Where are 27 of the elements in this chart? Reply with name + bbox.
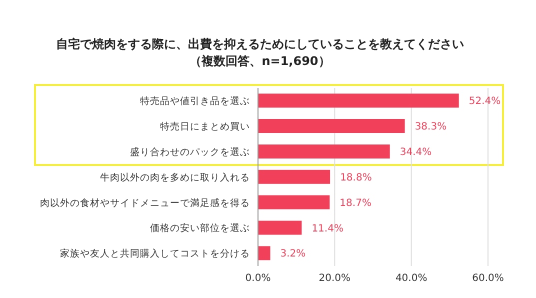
bar [258, 170, 330, 184]
x-tick-label: 20.0% [318, 273, 351, 284]
bar [258, 246, 270, 260]
chart-subtitle: （複数回答、n=1,690） [188, 53, 332, 70]
data-label: 38.3% [414, 122, 447, 133]
y-tick-label: 価格の安い部位を選ぶ [150, 222, 250, 234]
y-tick-label: 牛肉以外の肉を多めに取り入れる [100, 171, 250, 184]
bar [258, 119, 405, 134]
x-tick-label: 60.0% [472, 273, 504, 284]
y-tick-label: 盛り合わせのパックを選ぶ [130, 146, 250, 158]
bar [258, 195, 330, 210]
data-label: 52.4% [468, 96, 501, 108]
y-tick-label: 肉以外の食材やサイドメニューで満足感を得る [40, 196, 250, 209]
bar [258, 144, 390, 158]
x-tick-label: 40.0% [395, 273, 428, 284]
chart-title: 自宅で焼肉をする際に、出費を抑えるためにしていることを教えてください [55, 36, 465, 53]
data-label: 11.4% [312, 223, 344, 234]
data-label: 34.4% [400, 147, 432, 158]
data-label: 18.7% [340, 198, 372, 209]
y-tick-label: 特売品や値引き品を選ぶ [140, 95, 250, 108]
bar [258, 94, 459, 108]
x-tick-label: 0.0% [245, 273, 271, 284]
bar [258, 220, 302, 235]
y-tick-label: 家族や友人と共同購入してコストを分ける [60, 248, 250, 260]
data-label: 3.2% [280, 248, 306, 260]
data-label: 18.8% [340, 172, 372, 184]
y-tick-label: 特売日にまとめ買い [160, 120, 250, 133]
